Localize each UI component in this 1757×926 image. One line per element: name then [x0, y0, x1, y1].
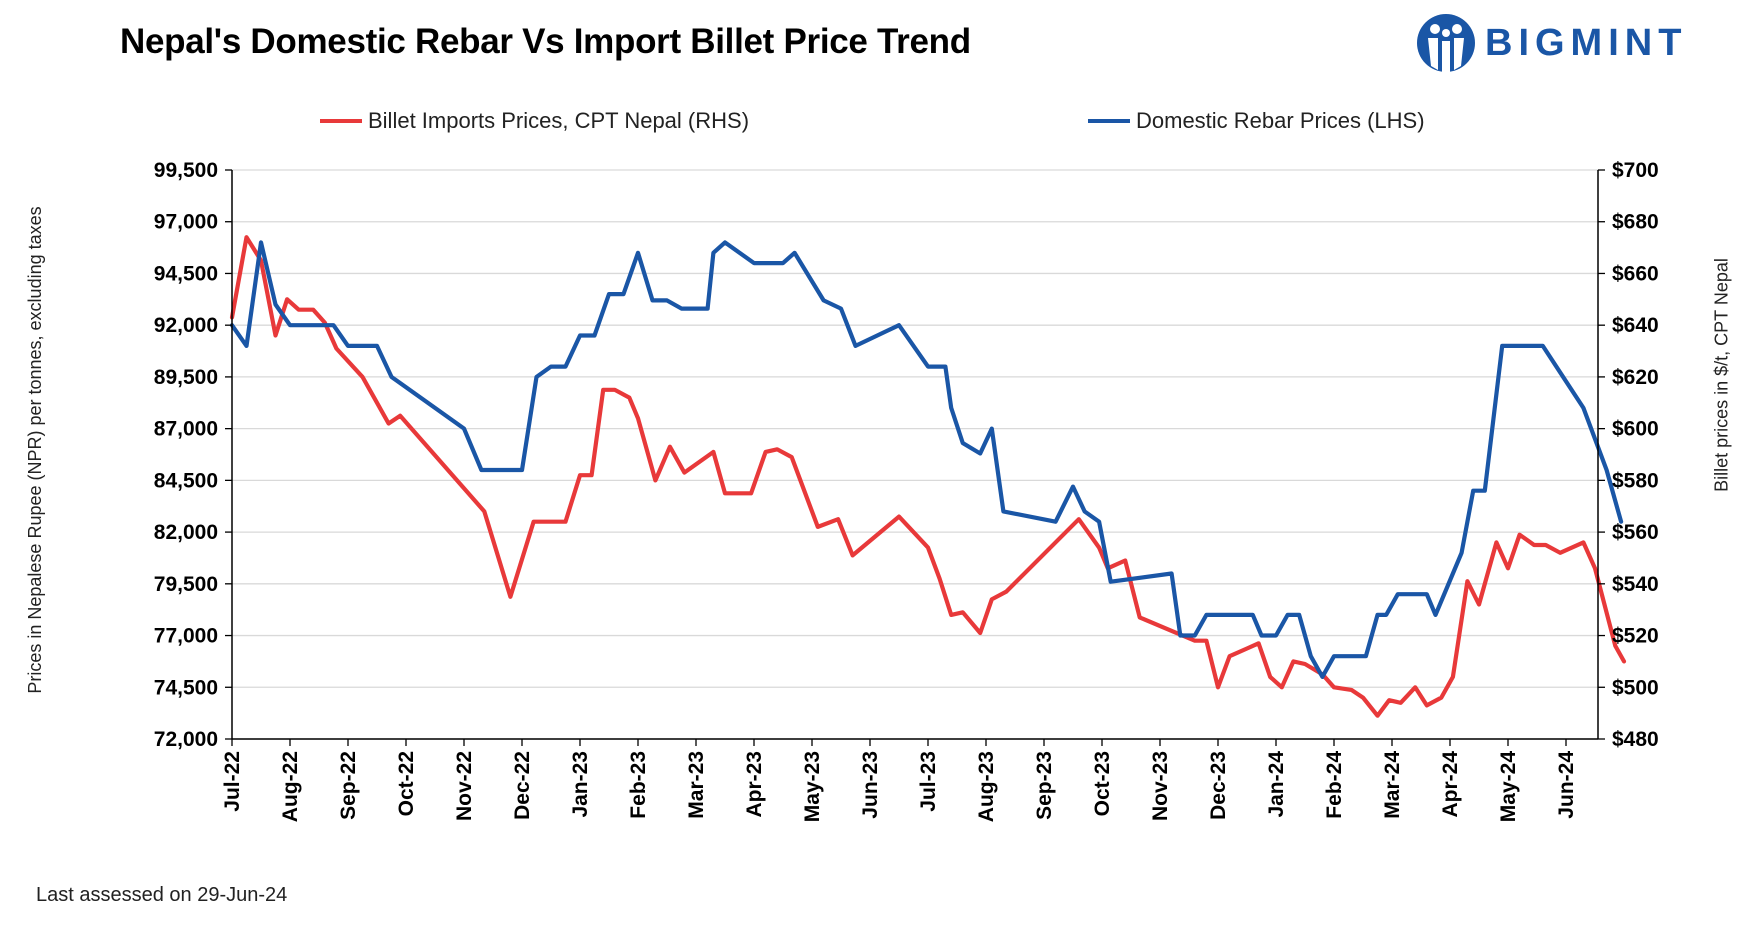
- x-tick-label: Jun-24: [1555, 751, 1578, 819]
- y-axis-left-label: Prices in Nepalese Rupee (NPR) per tonne…: [25, 206, 45, 694]
- y-left-tick-label: 72,000: [154, 728, 218, 751]
- x-tick-label: Mar-23: [685, 751, 708, 819]
- x-tick-label: Jul-23: [917, 751, 940, 812]
- legend-label-rebar: Domestic Rebar Prices (LHS): [1136, 108, 1425, 133]
- bigmint-emblem-icon: [1417, 14, 1475, 72]
- x-tick-label: Nov-22: [453, 751, 476, 821]
- legend-swatch-billet: [320, 119, 362, 123]
- y-right-tick-label: $620: [1612, 366, 1659, 389]
- y-right-tick-label: $580: [1612, 469, 1659, 492]
- x-tick-label: May-24: [1497, 751, 1520, 823]
- x-tick-label: Sep-22: [337, 751, 360, 820]
- y-left-tick-label: 87,000: [154, 418, 218, 441]
- x-tick-label: Dec-22: [511, 751, 534, 820]
- y-left-tick-label: 74,500: [154, 676, 218, 699]
- bigmint-logo: BIGMINT: [1415, 10, 1687, 76]
- x-tick-label: Nov-23: [1149, 751, 1172, 821]
- series-line-billet-imports: [229, 235, 1627, 718]
- x-tick-label: Sep-23: [1033, 751, 1056, 820]
- x-tick-label: Aug-23: [975, 751, 998, 822]
- x-tick-label: Jan-24: [1265, 751, 1288, 818]
- y-left-tick-label: 99,500: [154, 159, 218, 182]
- y-axis-right-label: Billet prices in $/t, CPT Nepal: [1711, 258, 1732, 492]
- y-right-tick-label: $500: [1612, 676, 1659, 699]
- y-right-tick-label: $600: [1612, 418, 1659, 441]
- chart-legend: Billet Imports Prices, CPT Nepal (RHS) D…: [0, 108, 1757, 140]
- y-left-tick-label: 77,000: [154, 625, 218, 648]
- x-tick-label: Jul-22: [221, 751, 244, 812]
- legend-item-billet: Billet Imports Prices, CPT Nepal (RHS): [320, 108, 749, 134]
- y-right-tick-label: $540: [1612, 573, 1659, 596]
- y-left-tick-label: 89,500: [154, 366, 218, 389]
- y-right-tick-label: $680: [1612, 211, 1659, 234]
- x-tick-label: Mar-24: [1381, 751, 1404, 819]
- x-tick-label: Aug-22: [279, 751, 302, 822]
- y-left-tick-label: 79,500: [154, 573, 218, 596]
- logo-wordmark: BIGMINT: [1485, 21, 1688, 64]
- x-tick-label: Jan-23: [569, 751, 592, 818]
- y-left-tick-label: 94,500: [154, 262, 218, 285]
- y-right-tick-label: $640: [1612, 314, 1659, 337]
- x-tick-label: Jun-23: [859, 751, 882, 819]
- y-left-tick-label: 84,500: [154, 469, 218, 492]
- x-tick-label: May-23: [801, 751, 824, 822]
- y-left-tick-label: 97,000: [154, 211, 218, 234]
- y-left-tick-label: 92,000: [154, 314, 218, 337]
- chart-title: Nepal's Domestic Rebar Vs Import Billet …: [120, 22, 971, 61]
- y-axis-left-label-wrap: Prices in Nepalese Rupee (NPR) per tonne…: [0, 150, 70, 750]
- x-tick-label: Apr-23: [743, 751, 766, 818]
- last-assessed-note: Last assessed on 29-Jun-24: [36, 884, 288, 906]
- y-right-tick-label: $520: [1612, 625, 1659, 648]
- series-line-domestic-rebar: [229, 240, 1624, 679]
- x-tick-label: Apr-24: [1439, 751, 1462, 818]
- x-tick-label: Dec-23: [1207, 751, 1230, 820]
- y-right-tick-label: $700: [1612, 159, 1659, 182]
- x-tick-label: Feb-23: [627, 751, 650, 819]
- y-left-tick-label: 82,000: [154, 521, 218, 544]
- legend-swatch-rebar: [1088, 119, 1130, 123]
- legend-item-rebar: Domestic Rebar Prices (LHS): [1088, 108, 1425, 134]
- legend-label-billet: Billet Imports Prices, CPT Nepal (RHS): [368, 108, 750, 133]
- y-right-tick-label: $660: [1612, 262, 1659, 285]
- x-tick-label: Feb-24: [1323, 751, 1346, 819]
- y-right-tick-label: $480: [1612, 728, 1659, 751]
- y-right-tick-label: $560: [1612, 521, 1659, 544]
- x-tick-label: Oct-22: [395, 751, 418, 816]
- x-tick-label: Oct-23: [1091, 751, 1114, 816]
